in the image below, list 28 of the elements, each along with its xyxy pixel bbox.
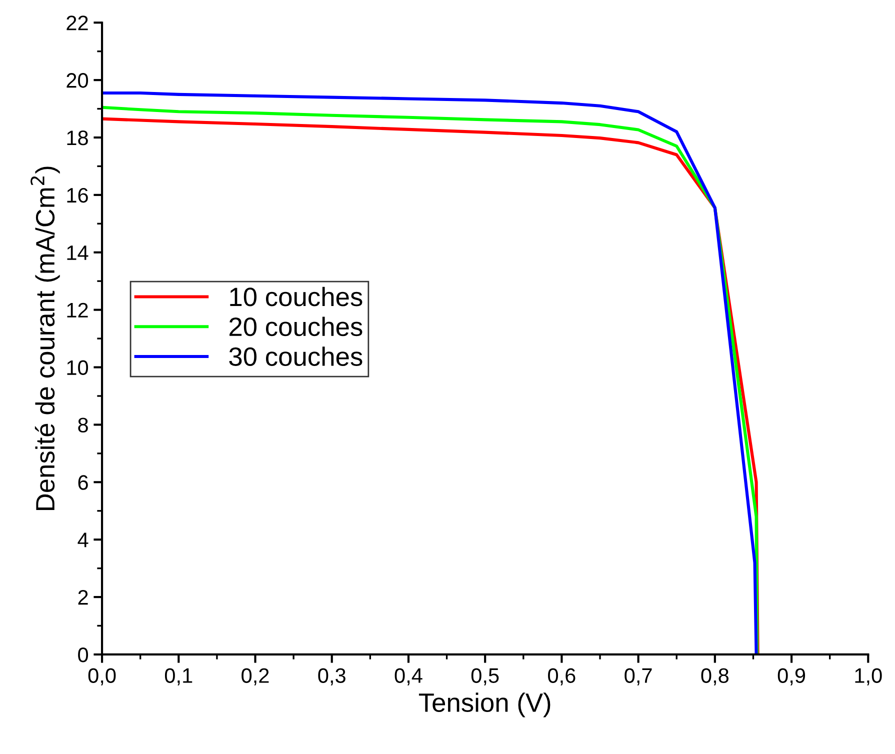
x-tick-label: 1,0 — [855, 668, 882, 686]
y-tick-label: 12 — [67, 302, 88, 318]
x-tick-label: 0,1 — [164, 668, 192, 686]
y-tick-label: 2 — [78, 590, 88, 605]
x-tick-label: 0,2 — [242, 668, 269, 686]
y-tick-label: 20 — [66, 73, 88, 88]
x-tick-label: 0,0 — [88, 668, 116, 686]
y-tick-label: 0 — [78, 647, 88, 662]
y-tick-label: 14 — [67, 246, 88, 260]
x-axis-title: Tension (V) — [418, 692, 550, 718]
x-tick-label: 0,4 — [394, 668, 422, 686]
x-tick-label: 0,8 — [701, 668, 728, 686]
x-tick-label: 0,6 — [548, 668, 576, 686]
x-tick-label: 0,5 — [471, 668, 499, 686]
y-tick-label: 10 — [67, 360, 88, 376]
legend-label: 30 couches — [229, 346, 362, 366]
x-tick-label: 0,9 — [778, 668, 806, 686]
y-axis-title: Densité de courant (mA/Cm$^{2}$) — [30, 166, 60, 510]
x-tick-label: 0,7 — [624, 668, 652, 686]
y-tick-label: 6 — [78, 475, 88, 490]
legend-label: 20 couches — [230, 316, 362, 336]
y-tick-label: 8 — [78, 418, 88, 432]
legend-label: 10 couches — [230, 286, 362, 306]
y-tick-label: 22 — [66, 16, 88, 30]
y-tick-label: 16 — [67, 188, 88, 203]
y-tick-label: 18 — [67, 130, 88, 146]
y-tick-label: 4 — [78, 532, 88, 548]
x-tick-label: 0,3 — [318, 668, 346, 686]
